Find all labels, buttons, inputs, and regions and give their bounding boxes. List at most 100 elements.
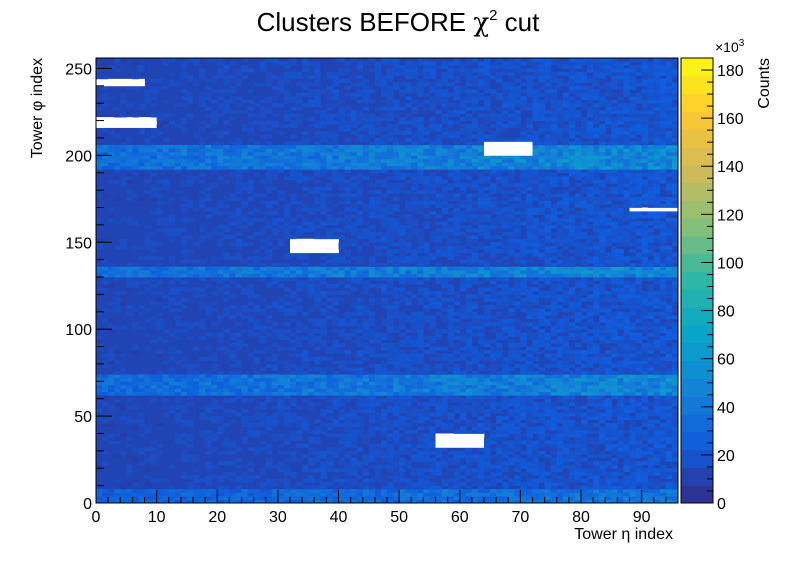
heatmap-cell <box>265 273 273 278</box>
heatmap-cell <box>265 457 273 462</box>
heatmap-cell <box>399 256 406 261</box>
heatmap-cell <box>605 360 612 365</box>
heatmap-cell <box>259 325 267 330</box>
heatmap-cell <box>641 322 649 327</box>
heatmap-cell <box>568 270 576 274</box>
heatmap-cell <box>417 315 424 320</box>
heatmap-cell <box>484 356 491 361</box>
heatmap-cell <box>477 471 485 476</box>
heatmap-cell <box>629 283 636 288</box>
heatmap-cell <box>259 471 267 476</box>
heatmap-cell <box>308 270 315 274</box>
heatmap-cell <box>574 412 582 417</box>
heatmap-cell <box>332 266 339 271</box>
heatmap-cell <box>180 304 188 309</box>
heatmap-cell <box>568 492 576 497</box>
heatmap-cell <box>550 283 558 288</box>
heatmap-cell <box>574 367 582 372</box>
heatmap-cell <box>338 440 345 445</box>
heatmap-cell <box>484 235 491 240</box>
heatmap-cell <box>471 252 479 257</box>
heatmap-cell <box>653 235 661 240</box>
heatmap-cell <box>380 426 388 431</box>
heatmap-cell <box>671 475 679 480</box>
heatmap-cell <box>671 440 679 445</box>
heatmap-cell <box>532 308 539 313</box>
heatmap-cell <box>296 443 303 448</box>
heatmap-cell <box>490 350 497 354</box>
heatmap-cell <box>423 350 430 354</box>
heatmap-cell <box>114 402 121 407</box>
heatmap-cell <box>180 440 188 445</box>
heatmap-cell <box>593 356 600 361</box>
heatmap-cell <box>587 322 594 327</box>
heatmap-cell <box>550 224 558 229</box>
heatmap-cell <box>362 489 370 493</box>
heatmap-cell <box>550 450 558 455</box>
heatmap-cell <box>265 482 273 487</box>
heatmap-cell <box>205 496 212 500</box>
heatmap-cell <box>635 231 643 236</box>
heatmap-cell <box>126 454 133 459</box>
heatmap-cell <box>277 468 285 473</box>
heatmap-cell <box>647 485 655 490</box>
heatmap-cell <box>411 388 418 393</box>
heatmap-cell <box>108 377 115 382</box>
heatmap-cell <box>350 450 358 455</box>
heatmap-cell <box>108 270 115 274</box>
heatmap-cell <box>138 496 145 500</box>
heatmap-cell <box>423 388 430 393</box>
heatmap-cell <box>102 388 109 393</box>
heatmap-cell <box>568 350 576 354</box>
heatmap-cell <box>477 353 485 358</box>
heatmap-cell <box>374 447 382 452</box>
heatmap-cell <box>435 374 442 379</box>
heatmap-cell <box>484 443 491 448</box>
heatmap-cell <box>344 391 352 396</box>
heatmap-cell <box>641 311 649 316</box>
heatmap-cell <box>508 346 515 351</box>
heatmap-cell <box>490 367 497 372</box>
heatmap-cell <box>477 485 485 490</box>
heatmap-cell <box>562 429 570 434</box>
heatmap-cell <box>387 249 394 254</box>
heatmap-cell <box>350 384 358 389</box>
heatmap-cell <box>217 489 224 493</box>
heatmap-cell <box>344 440 352 445</box>
heatmap-cell <box>199 416 206 420</box>
heatmap-cell <box>593 377 600 382</box>
heatmap-cell <box>162 304 170 309</box>
heatmap-cell <box>593 482 600 487</box>
heatmap-cell <box>259 423 267 427</box>
heatmap-cell <box>520 384 527 389</box>
heatmap-cell <box>653 398 661 403</box>
heatmap-cell <box>465 381 473 386</box>
heatmap-cell <box>253 489 261 493</box>
heatmap-cell <box>653 356 661 361</box>
heatmap-cell <box>599 224 606 229</box>
heatmap-cell <box>320 471 327 476</box>
heatmap-cell <box>241 224 248 229</box>
heatmap-cell <box>271 416 279 420</box>
heatmap-cell <box>417 318 424 323</box>
heatmap-cell <box>108 325 115 330</box>
heatmap-cell <box>271 464 279 469</box>
heatmap-cell <box>417 374 424 379</box>
heatmap-cell <box>502 426 509 431</box>
heatmap-cell <box>411 391 418 396</box>
heatmap-cell <box>223 440 230 445</box>
heatmap-cell <box>265 391 273 396</box>
heatmap-cell <box>308 402 315 407</box>
heatmap-cell <box>593 263 600 267</box>
heatmap-cell <box>156 499 164 504</box>
heatmap-cell <box>205 332 212 337</box>
heatmap-cell <box>296 353 303 358</box>
heatmap-cell <box>599 468 606 473</box>
heatmap-cell <box>429 297 436 302</box>
heatmap-cell <box>647 242 655 247</box>
heatmap-cell <box>465 499 473 504</box>
heatmap-cell <box>471 228 479 233</box>
heatmap-cell <box>241 440 248 445</box>
heatmap-cell <box>211 384 218 389</box>
heatmap-empty-cell <box>471 440 479 445</box>
